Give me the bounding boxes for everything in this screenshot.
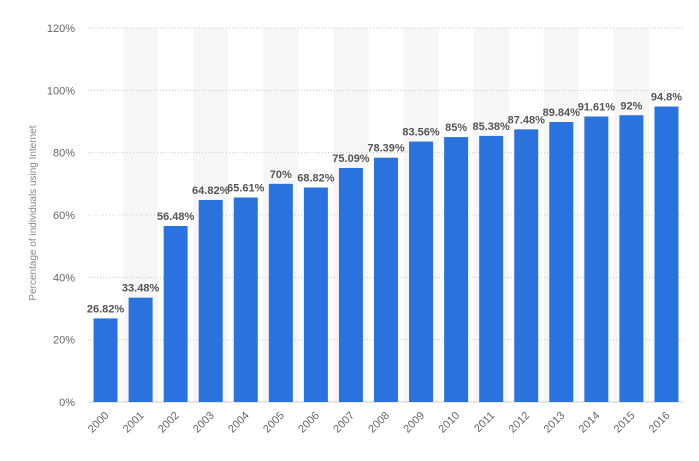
x-tick-label-2012: 2012 xyxy=(507,410,533,436)
x-tick-label-2001: 2001 xyxy=(121,410,147,436)
bar-2014[interactable] xyxy=(584,116,609,402)
data-label-2001: 33.48% xyxy=(122,283,160,295)
bar-2009[interactable] xyxy=(409,141,434,402)
y-tick-label: 120% xyxy=(47,23,75,35)
bar-2010[interactable] xyxy=(444,137,469,403)
y-tick-label: 0% xyxy=(59,397,75,409)
x-tick-label-2013: 2013 xyxy=(542,410,568,436)
data-label-2007: 75.09% xyxy=(332,153,370,165)
bar-2013[interactable] xyxy=(549,121,574,403)
bar-2001[interactable] xyxy=(128,297,153,402)
bar-2002[interactable] xyxy=(163,225,188,402)
bar-2011[interactable] xyxy=(479,135,504,403)
bar-2016[interactable] xyxy=(654,106,679,402)
x-tick-label-2010: 2010 xyxy=(436,410,462,436)
x-tick-label-2004: 2004 xyxy=(226,410,252,436)
data-label-2005: 70% xyxy=(270,169,292,181)
y-axis-ticks: 0% 20% 40% 60% 80% 100% 120% xyxy=(47,23,75,409)
data-label-2015: 92% xyxy=(620,100,642,112)
data-labels-group: 26.82% 33.48% 56.48% 64.82%65.61% 70% 68.82% 7… xyxy=(87,92,682,316)
bar-2004[interactable] xyxy=(233,197,258,402)
y-tick-label: 80% xyxy=(53,148,75,160)
x-tick-label-2014: 2014 xyxy=(577,410,603,436)
bar-2006[interactable] xyxy=(303,187,328,402)
x-tick-label-2005: 2005 xyxy=(261,410,287,436)
data-label-2013: 89.84% xyxy=(543,107,581,119)
bar-2007[interactable] xyxy=(338,167,363,402)
bar-2003[interactable] xyxy=(198,199,223,402)
data-label-2010: 85% xyxy=(445,122,467,134)
data-label-2008: 78.39% xyxy=(367,143,405,155)
bar-2005[interactable] xyxy=(268,183,293,402)
bar-2000[interactable] xyxy=(93,318,118,402)
x-tick-label-2008: 2008 xyxy=(366,410,392,436)
data-label-2009: 83.56% xyxy=(402,127,440,139)
bar-2015[interactable] xyxy=(619,115,644,403)
x-tick-label-2006: 2006 xyxy=(296,410,322,436)
data-label-2016: 94.8% xyxy=(651,92,682,104)
x-tick-label-2002: 2002 xyxy=(156,410,182,436)
y-tick-label: 20% xyxy=(53,335,75,347)
bar-2012[interactable] xyxy=(514,129,539,402)
x-tick-label-2015: 2015 xyxy=(612,410,638,436)
y-tick-label: 100% xyxy=(47,85,75,97)
data-label-2012: 87.48% xyxy=(508,114,546,126)
data-label-2011: 85.38% xyxy=(473,121,511,133)
y-tick-label: 60% xyxy=(53,210,75,222)
bar-2008[interactable] xyxy=(374,157,398,402)
data-label-2006: 68.82% xyxy=(297,173,335,185)
x-tick-label-2016: 2016 xyxy=(647,410,673,436)
x-tick-label-2009: 2009 xyxy=(401,410,427,436)
bars-group xyxy=(93,106,679,403)
y-tick-label: 40% xyxy=(53,272,75,284)
data-label-2004: 65.61% xyxy=(227,183,265,195)
x-tick-label-2011: 2011 xyxy=(472,410,497,435)
data-label-2003: 64.82% xyxy=(192,185,230,197)
data-label-2002: 56.48% xyxy=(157,211,195,223)
y-axis-title: Percentage of individuals using Internet xyxy=(28,125,39,300)
x-tick-label-2000: 2000 xyxy=(86,410,112,436)
x-axis-ticks: 2000 2001 2002 2003 2004 2005 2006 2007 2008 2009… xyxy=(86,410,673,436)
x-tick-label-2007: 2007 xyxy=(331,410,357,436)
x-tick-label-2003: 2003 xyxy=(191,410,217,436)
data-label-2000: 26.82% xyxy=(87,303,125,315)
data-label-2014: 91.61% xyxy=(578,101,616,113)
